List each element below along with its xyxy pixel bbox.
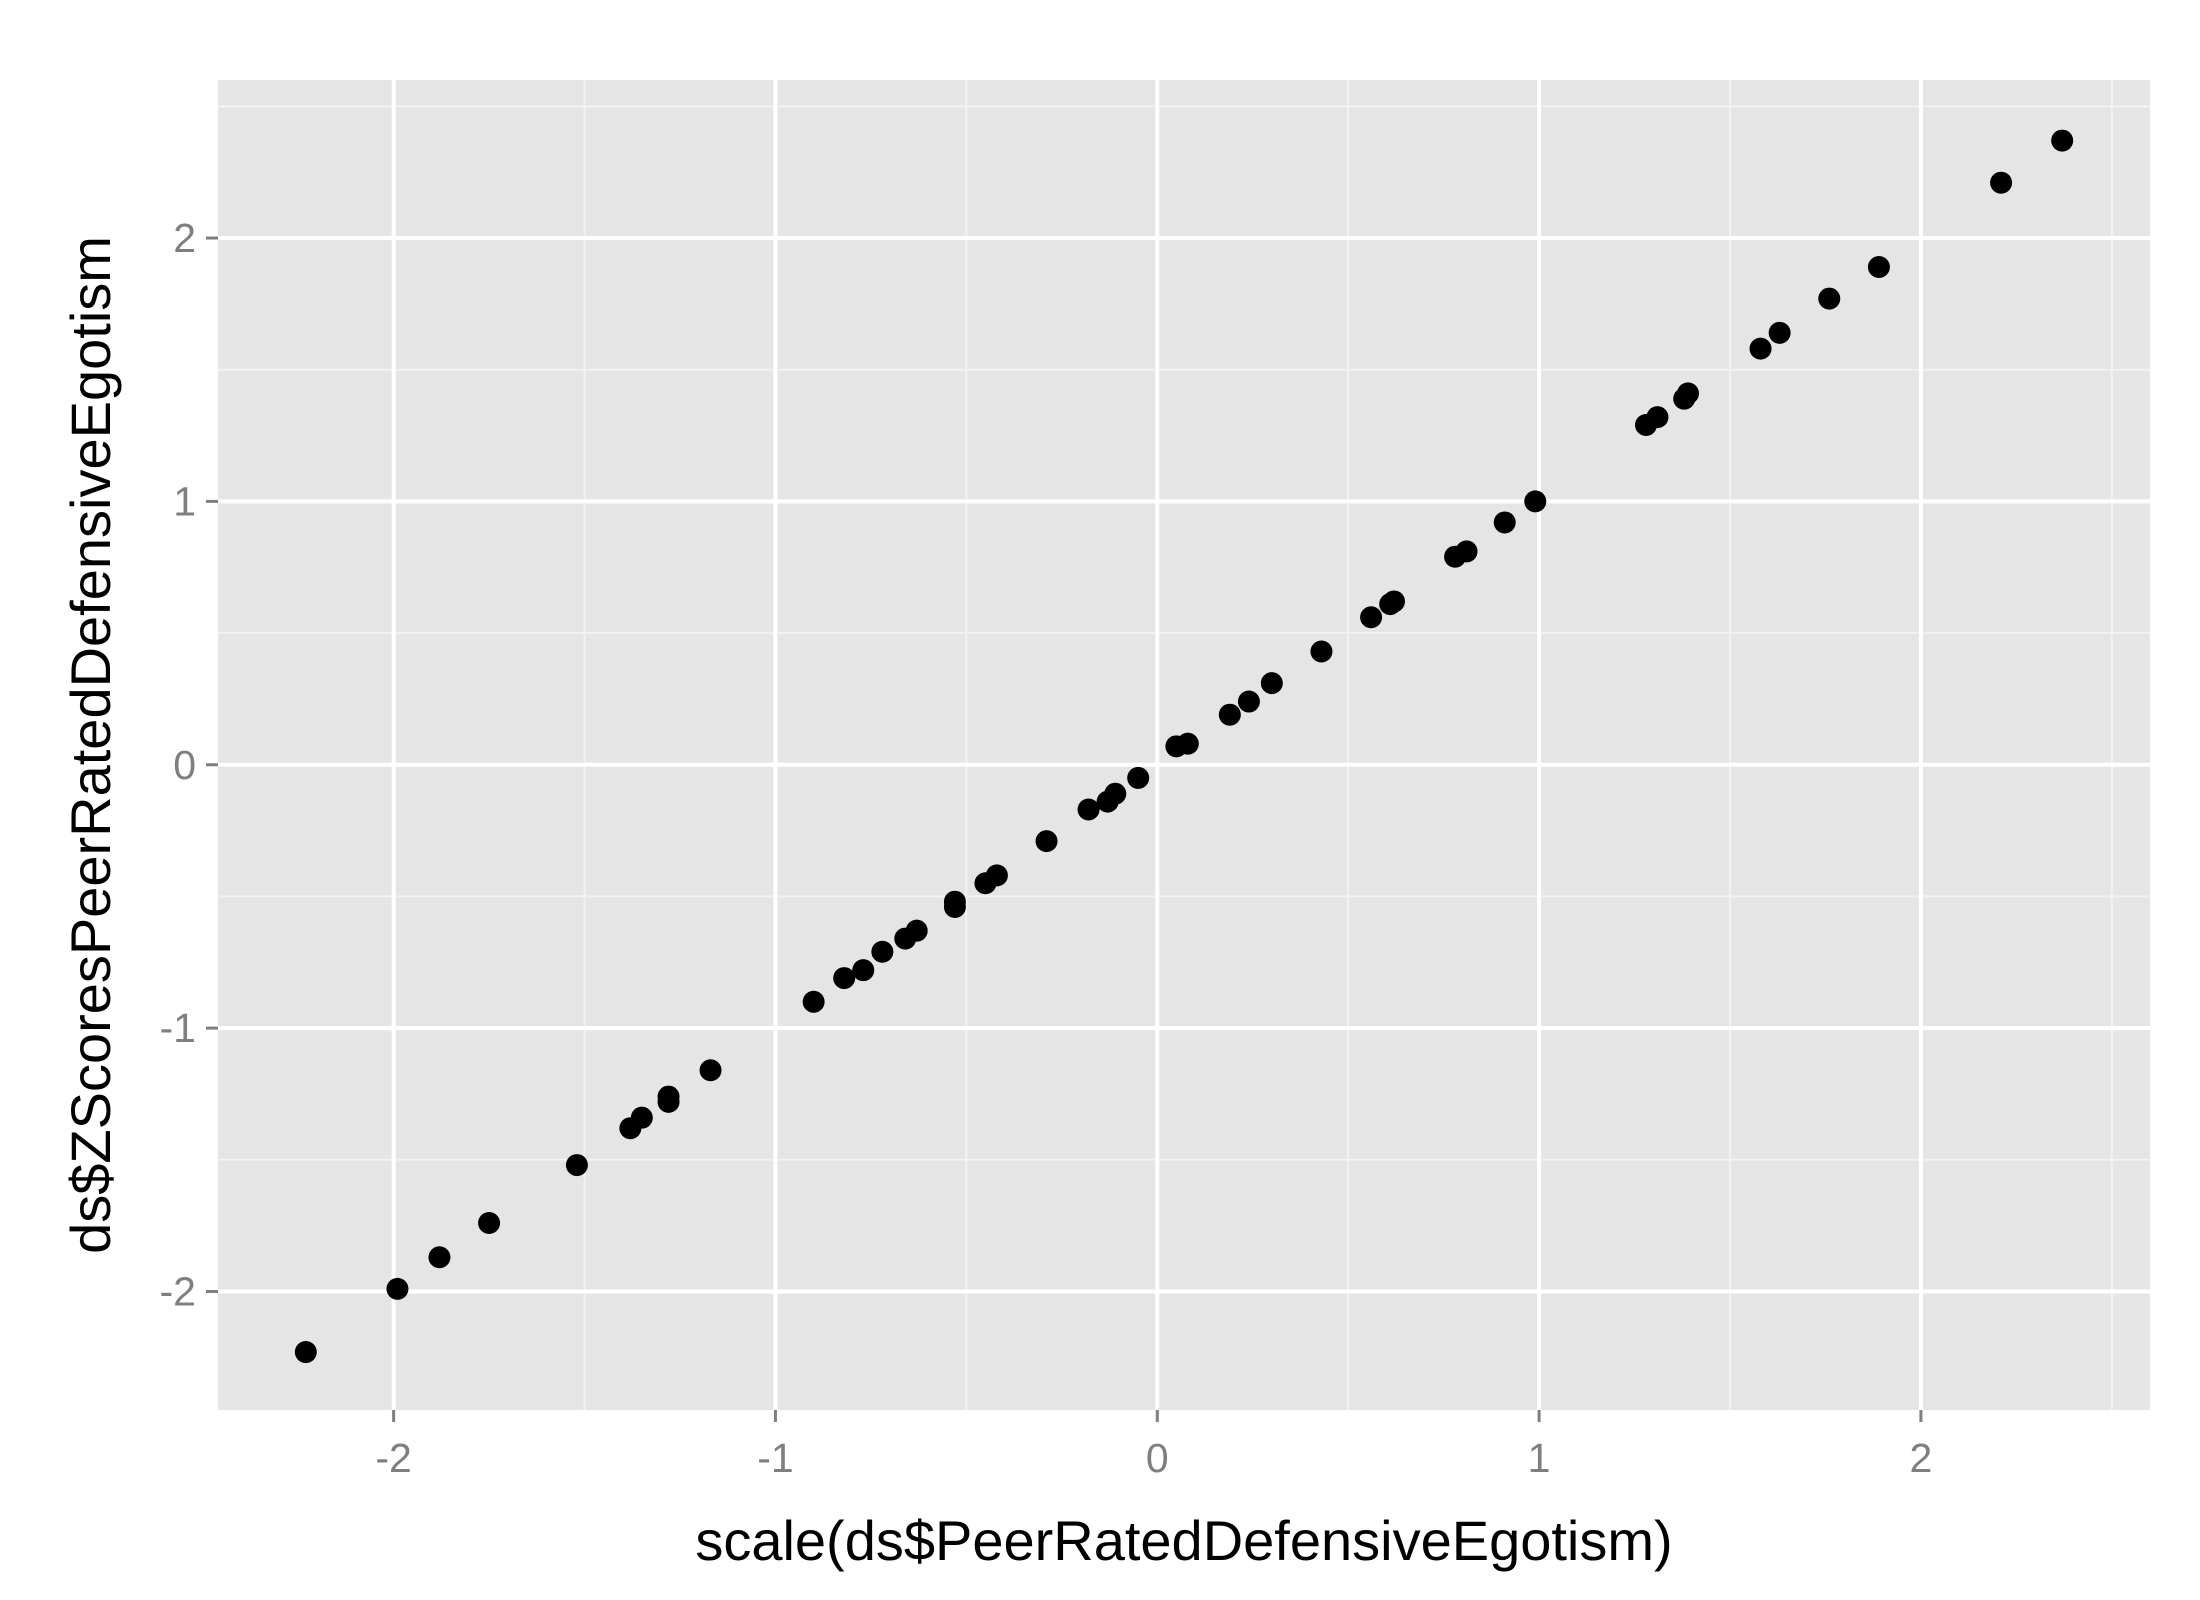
data-points — [294, 129, 2074, 1364]
data-point — [1035, 830, 1058, 853]
data-point — [2051, 129, 2074, 152]
data-point — [1127, 766, 1150, 789]
data-point — [985, 864, 1008, 887]
x-tick-label: 1 — [1528, 1435, 1551, 1481]
data-point — [1383, 590, 1405, 613]
major-grid — [218, 80, 2150, 1410]
data-point — [833, 967, 856, 990]
data-point — [1077, 798, 1100, 821]
y-tick-label: -2 — [160, 1268, 196, 1314]
y-tick-label: 1 — [173, 478, 196, 524]
x-axis-ticks — [392, 1410, 1923, 1422]
data-point — [1768, 321, 1791, 344]
data-point — [478, 1212, 501, 1235]
data-point — [1360, 606, 1383, 629]
data-point — [386, 1277, 409, 1300]
y-tick-label: -1 — [160, 1005, 196, 1051]
y-tick-label: 0 — [173, 742, 196, 788]
y-tick-label: 2 — [173, 215, 196, 261]
data-point — [1218, 703, 1241, 726]
y-axis-title: ds$ZScoresPeerRatedDefensiveEgotism — [59, 236, 122, 1254]
data-point — [1990, 171, 2013, 194]
data-point — [1818, 287, 1841, 310]
data-point — [1677, 382, 1699, 405]
x-tick-label: -2 — [375, 1435, 411, 1481]
data-point — [657, 1085, 680, 1108]
data-point — [1104, 782, 1127, 805]
x-axis-tick-labels: -2 -1 0 1 2 — [375, 1435, 1932, 1481]
data-point — [294, 1341, 317, 1364]
data-point — [1455, 540, 1478, 563]
data-point — [871, 940, 894, 963]
data-point — [428, 1246, 451, 1269]
data-point — [1524, 490, 1547, 513]
data-point — [852, 959, 875, 982]
data-point — [1646, 406, 1669, 429]
x-tick-label: -1 — [757, 1435, 793, 1481]
data-point — [802, 990, 825, 1013]
y-axis-tick-labels: -2 -1 0 1 2 — [160, 215, 196, 1314]
x-axis-title: scale(ds$PeerRatedDefensiveEgotism) — [695, 1509, 1672, 1572]
data-point — [565, 1154, 588, 1177]
data-point — [905, 919, 928, 942]
data-point — [1176, 732, 1199, 755]
data-point — [1867, 255, 1890, 278]
y-axis-ticks — [206, 236, 218, 1293]
data-point — [1749, 337, 1772, 360]
data-point — [1310, 640, 1333, 663]
x-tick-label: 0 — [1146, 1435, 1169, 1481]
data-point — [1493, 511, 1516, 534]
x-tick-label: 2 — [1910, 1435, 1933, 1481]
data-point — [1237, 690, 1260, 713]
data-point — [699, 1059, 722, 1082]
data-point — [943, 890, 966, 913]
data-point — [1260, 672, 1283, 695]
minor-grid — [218, 80, 2150, 1410]
data-point — [630, 1106, 653, 1129]
